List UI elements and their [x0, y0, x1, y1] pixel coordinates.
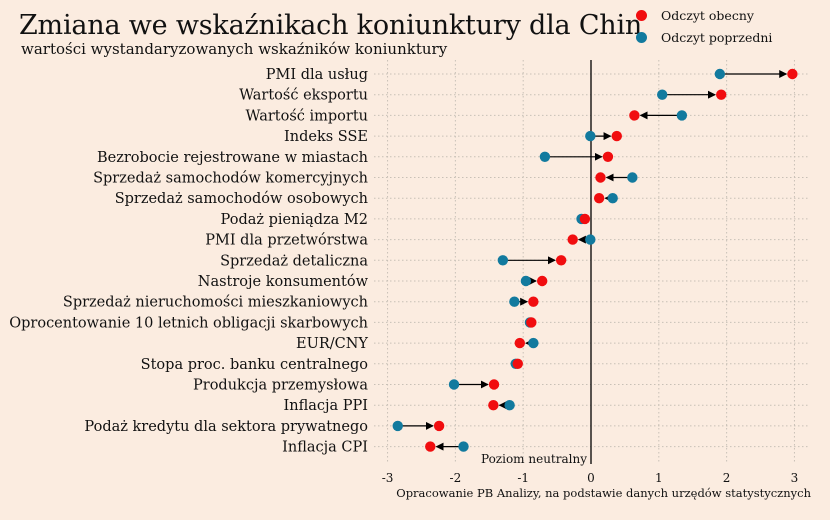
category-label: Podaż pieniądza M2: [221, 212, 368, 228]
category-label: PMI dla usług: [266, 67, 368, 83]
x-tick-label: -2: [450, 471, 462, 485]
point-previous: [657, 89, 668, 100]
chart-subtitle: wartości wystandaryzowanych wskaźników k…: [21, 40, 448, 58]
point-current: [602, 151, 614, 162]
point-current: [488, 400, 499, 411]
category-label: Bezrobocie rejestrowane w miastach: [97, 150, 368, 166]
category-label: Wartość importu: [246, 108, 368, 124]
legend-label-previous: Odczyt poprzedni: [661, 29, 773, 45]
x-tick-label: 2: [723, 471, 731, 485]
point-current: [629, 110, 640, 121]
legend-marker-previous: [636, 31, 647, 43]
point-previous: [509, 296, 520, 307]
category-label: Podaż kredytu dla sektora prywatnego: [84, 419, 368, 435]
neutral-line-label: Poziom neutralny: [481, 452, 587, 466]
category-label: EUR/CNY: [296, 336, 368, 352]
point-current: [579, 213, 591, 225]
point-previous: [448, 379, 460, 390]
point-previous: [585, 234, 596, 245]
category-label: Inflacja PPI: [284, 398, 369, 414]
point-current: [488, 379, 500, 390]
category-label: Nastroje konsumentów: [198, 274, 369, 290]
point-previous: [504, 400, 515, 411]
category-label: Sprzedaż nieruchomości mieszkaniowych: [63, 295, 368, 311]
point-previous: [627, 172, 638, 183]
x-tick-label: 3: [791, 471, 799, 485]
legend-label-current: Odczyt obecny: [661, 7, 754, 23]
category-label: Sprzedaż samochodów osobowych: [115, 191, 368, 207]
legend-item-previous: Odczyt poprzedni: [636, 26, 772, 48]
legend-item-current: Odczyt obecny: [636, 4, 772, 26]
category-label: Oprocentowanie 10 letnich obligacji skar…: [9, 315, 368, 331]
point-previous: [528, 337, 539, 349]
point-current: [787, 68, 798, 80]
category-label: Produkcja przemysłowa: [193, 378, 368, 394]
point-current: [595, 172, 606, 183]
neutral-line-group: Poziom neutralny: [481, 60, 592, 466]
point-current: [528, 296, 539, 307]
category-label: Inflacja CPI: [282, 440, 368, 456]
chart-title: Zmiana we wskaźnikach koniunktury dla Ch…: [19, 10, 643, 41]
point-current: [716, 89, 727, 100]
point-current: [611, 130, 622, 142]
point-current: [536, 275, 548, 287]
point-current: [526, 317, 537, 328]
category-label: Sprzedaż detaliczna: [220, 253, 368, 269]
point-previous: [585, 130, 596, 142]
change-arrows: [397, 70, 788, 451]
category-label: Wartość eksportu: [239, 88, 368, 104]
x-tick-label: 1: [655, 471, 663, 485]
x-axis-ticks: -3 -2 -1 0 1 2 3: [382, 471, 799, 485]
category-label: Stopa proc. banku centralnego: [141, 357, 368, 373]
legend-marker-current: [636, 9, 647, 21]
point-current: [555, 255, 567, 266]
point-previous: [676, 110, 688, 121]
x-tick-label: -3: [382, 471, 394, 485]
point-current: [433, 420, 445, 432]
category-label: PMI dla przetwórstwa: [205, 233, 368, 249]
point-previous: [392, 420, 403, 432]
point-current: [425, 441, 436, 452]
point-previous: [497, 255, 509, 266]
category-label: Indeks SSE: [284, 129, 368, 145]
data-points: [392, 68, 798, 452]
source-note: Opracowanie PB Analizy, na podstawie dan…: [396, 486, 811, 500]
point-previous: [607, 193, 618, 204]
x-tick-label: -1: [517, 471, 529, 485]
category-labels: PMI dla usług Wartość eksportu Wartość imp…: [9, 67, 368, 456]
point-previous: [539, 151, 551, 162]
chart-legend: Odczyt obecny Odczyt poprzedni: [636, 4, 772, 48]
category-label: Sprzedaż samochodów komercyjnych: [93, 171, 368, 187]
x-tick-label: 0: [587, 471, 595, 485]
point-current: [593, 193, 605, 204]
point-current: [514, 337, 525, 349]
point-current: [512, 358, 523, 369]
point-previous: [520, 275, 532, 287]
point-current: [567, 234, 578, 245]
point-previous: [714, 68, 726, 80]
point-previous: [458, 441, 469, 452]
